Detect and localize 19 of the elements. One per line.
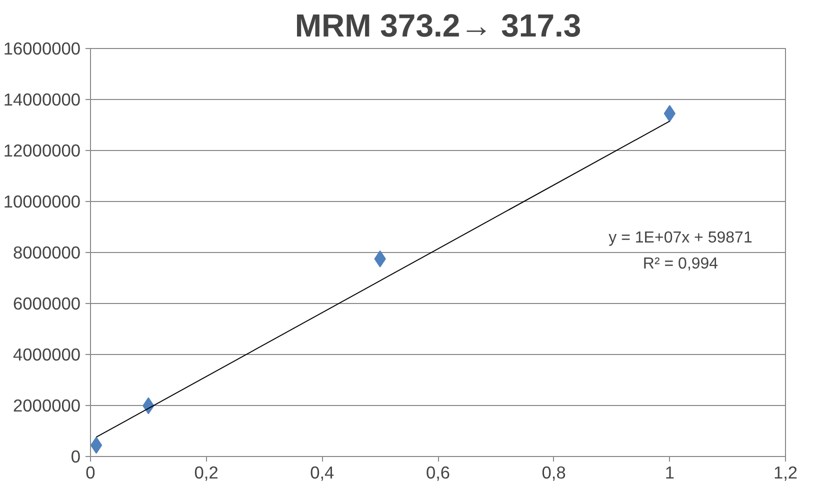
x-tick-label: 0 bbox=[86, 462, 96, 482]
x-tick-label: 0,8 bbox=[542, 462, 566, 482]
y-tick-label: 16000000 bbox=[3, 38, 81, 58]
x-tick-label: 1 bbox=[664, 462, 674, 482]
y-tick-label: 4000000 bbox=[13, 344, 81, 364]
y-tick-label: 8000000 bbox=[13, 242, 81, 262]
y-tick-label: 2000000 bbox=[13, 396, 81, 416]
y-tick-label: 6000000 bbox=[13, 294, 81, 314]
x-tick-label: 0,4 bbox=[310, 462, 335, 482]
y-tick-label: 12000000 bbox=[3, 140, 81, 160]
x-tick-label: 0,2 bbox=[194, 462, 218, 482]
annotation: y = 1E+07x + 59871 bbox=[608, 230, 752, 246]
y-tick-label: 0 bbox=[70, 446, 81, 466]
x-tick-label: 1,2 bbox=[773, 462, 798, 482]
annotation: R² = 0,994 bbox=[642, 256, 718, 272]
chart-title: MRM 373.2→ 317.3 bbox=[294, 8, 582, 44]
y-tick-label: 14000000 bbox=[3, 90, 81, 110]
y-tick-label: 10000000 bbox=[3, 192, 81, 212]
x-tick-label: 0,6 bbox=[426, 462, 450, 482]
